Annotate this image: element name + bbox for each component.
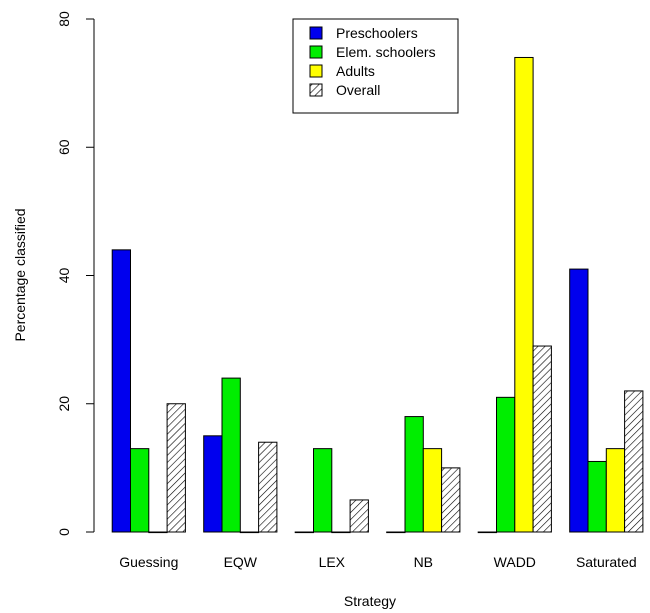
bar <box>624 390 644 533</box>
legend-swatch <box>309 83 323 97</box>
bar <box>496 396 516 533</box>
bar <box>221 377 241 533</box>
bar <box>313 448 333 533</box>
y-ticks: 0 20 40 60 80 <box>56 11 94 536</box>
bar <box>294 531 315 534</box>
y-tick-label: 0 <box>56 528 72 536</box>
y-axis-label: Percentage classified <box>12 208 28 341</box>
bar <box>349 499 369 533</box>
bar <box>203 435 223 533</box>
legend: Preschoolers Elem. schoolers Adults Overall <box>292 18 459 114</box>
legend-label: Adults <box>336 63 375 79</box>
bar <box>605 448 626 533</box>
x-tick-label: WADD <box>494 554 536 570</box>
legend-swatch <box>309 26 323 40</box>
x-tick-labels: Guessing EQW LEX NB WADD Saturated <box>119 554 636 570</box>
bar <box>258 441 278 533</box>
legend-label: Overall <box>336 82 380 98</box>
bars <box>111 56 644 534</box>
x-tick-label: NB <box>414 554 433 570</box>
y-tick-label: 60 <box>56 139 72 155</box>
bar <box>386 531 406 534</box>
legend-swatch <box>309 45 323 59</box>
bar <box>532 345 552 533</box>
bar <box>130 448 150 533</box>
bar <box>441 467 461 533</box>
legend-label: Preschoolers <box>336 25 418 41</box>
legend-label: Elem. schoolers <box>336 44 436 60</box>
bar <box>111 249 131 533</box>
y-tick-label: 40 <box>56 268 72 284</box>
y-tick-label: 80 <box>56 11 72 27</box>
y-tick-label: 20 <box>56 396 72 412</box>
x-axis-label: Strategy <box>344 593 396 609</box>
x-tick-label: Saturated <box>576 554 637 570</box>
bar <box>422 448 443 533</box>
x-tick-label: Guessing <box>119 554 178 570</box>
x-tick-label: LEX <box>319 554 346 570</box>
bar <box>477 531 498 534</box>
x-tick-label: EQW <box>224 554 258 570</box>
bar <box>514 56 534 533</box>
legend-swatch <box>309 64 323 78</box>
bar <box>569 268 589 533</box>
bar <box>404 416 424 533</box>
bar <box>239 531 260 534</box>
bar <box>166 403 186 533</box>
bar <box>148 531 168 534</box>
bar <box>331 531 351 534</box>
bar <box>587 460 607 533</box>
